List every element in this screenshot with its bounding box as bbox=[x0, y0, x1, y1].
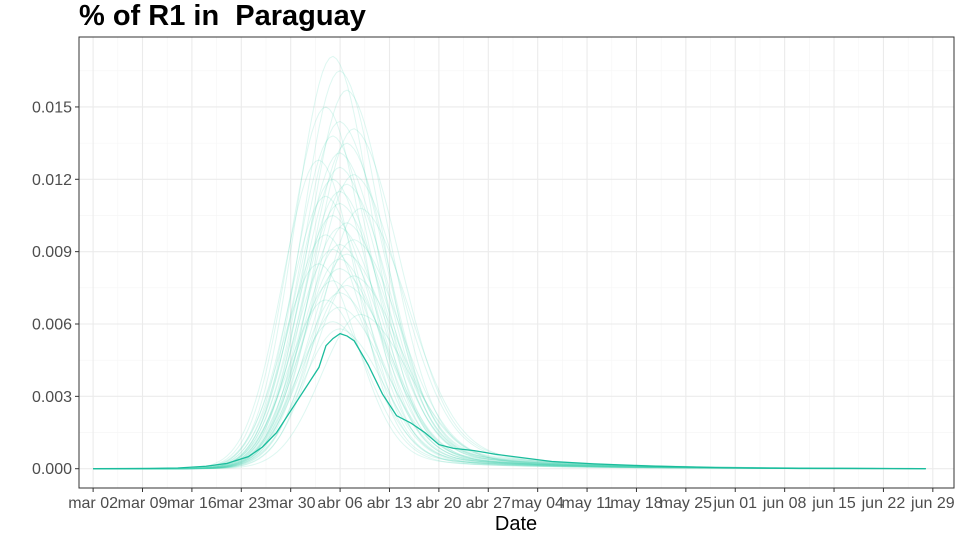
y-tick-label: 0.006 bbox=[32, 317, 72, 334]
y-tick-label: 0.003 bbox=[32, 389, 72, 406]
y-tick-label: 0.015 bbox=[32, 99, 72, 116]
x-tick-label: mar 23 bbox=[216, 495, 266, 512]
y-tick-label: 0.012 bbox=[32, 172, 72, 189]
x-tick-label: jun 29 bbox=[910, 495, 955, 512]
x-tick-label: jun 15 bbox=[811, 495, 856, 512]
x-tick-label: may 25 bbox=[660, 495, 713, 512]
x-tick-label: abr 06 bbox=[317, 495, 362, 512]
x-tick-label: jun 08 bbox=[762, 495, 807, 512]
x-axis: mar 02 mar 09 mar 16 mar 23 mar 30 abr 06 abr … bbox=[68, 488, 955, 512]
x-tick-label: jun 22 bbox=[861, 495, 906, 512]
x-tick-label: mar 02 bbox=[68, 495, 118, 512]
x-tick-label: abr 20 bbox=[416, 495, 461, 512]
x-tick-label: abr 27 bbox=[466, 495, 511, 512]
x-tick-label: mar 16 bbox=[167, 495, 217, 512]
plot-panel bbox=[79, 37, 954, 488]
x-tick-label: may 04 bbox=[511, 495, 564, 512]
x-axis-title: Date bbox=[495, 513, 537, 535]
x-tick-label: may 18 bbox=[610, 495, 663, 512]
x-tick-label: abr 13 bbox=[367, 495, 412, 512]
x-tick-label: may 11 bbox=[561, 495, 612, 512]
x-tick-label: mar 30 bbox=[266, 495, 316, 512]
y-tick-label: 0.000 bbox=[32, 461, 72, 478]
y-axis: 0.000 0.003 0.006 0.009 0.012 0.015 bbox=[32, 99, 79, 478]
x-tick-label: jun 01 bbox=[712, 495, 757, 512]
y-tick-label: 0.009 bbox=[32, 244, 72, 261]
x-tick-label: mar 09 bbox=[118, 495, 168, 512]
